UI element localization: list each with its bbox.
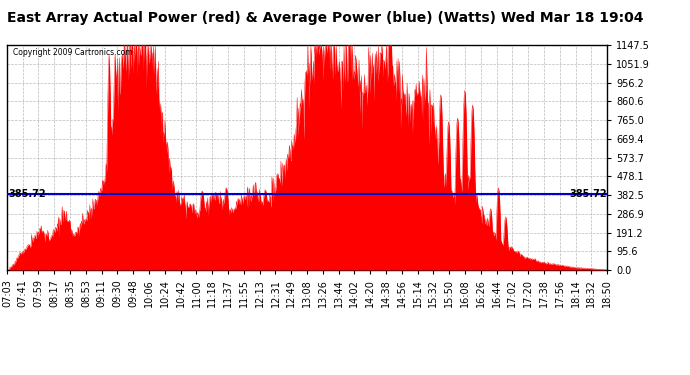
Text: East Array Actual Power (red) & Average Power (blue) (Watts) Wed Mar 18 19:04: East Array Actual Power (red) & Average … <box>7 11 643 25</box>
Text: 385.72: 385.72 <box>8 189 46 200</box>
Text: Copyright 2009 Cartronics.com: Copyright 2009 Cartronics.com <box>13 48 132 57</box>
Text: 385.72: 385.72 <box>569 189 607 200</box>
